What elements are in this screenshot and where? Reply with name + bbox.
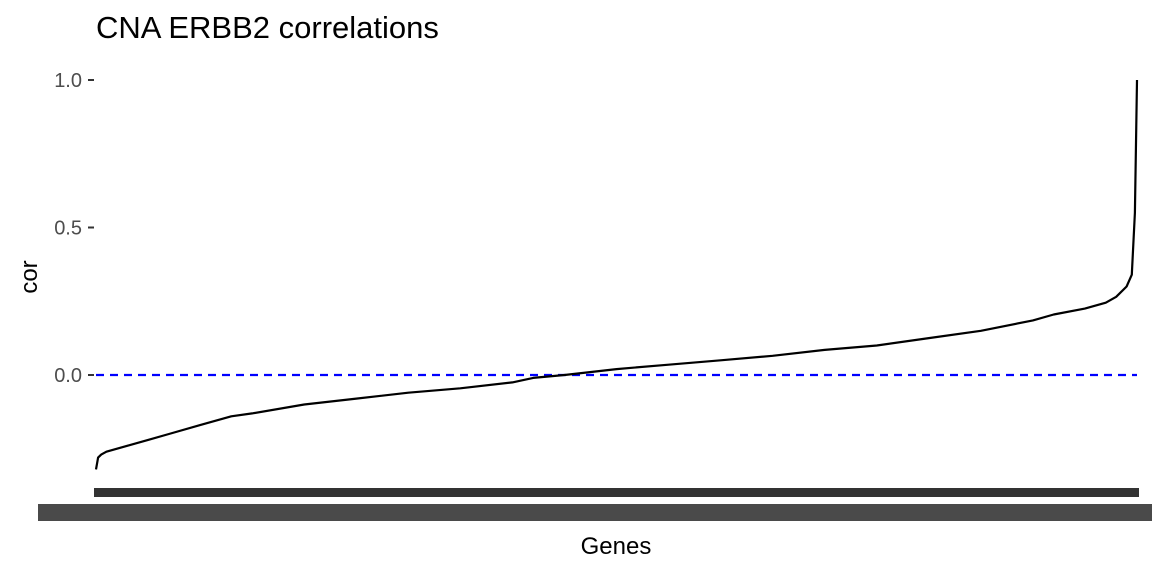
- y-tick-label: 0.5: [54, 218, 82, 240]
- series-layer: [94, 79, 1139, 470]
- x-tick-marks-band: [94, 488, 1139, 497]
- y-tick-label: 1.0: [54, 70, 82, 92]
- x-axis-title: Genes: [581, 533, 652, 560]
- y-axis-title: cor: [16, 260, 43, 293]
- x-tick-labels-band: [38, 504, 1152, 521]
- y-tick-label: 0.0: [54, 365, 82, 387]
- chart-title: CNA ERBB2 correlations: [96, 10, 439, 45]
- series-line: [94, 79, 1139, 470]
- x-axis: [38, 488, 1152, 521]
- y-axis: 0.0 0.5 1.0: [54, 70, 94, 387]
